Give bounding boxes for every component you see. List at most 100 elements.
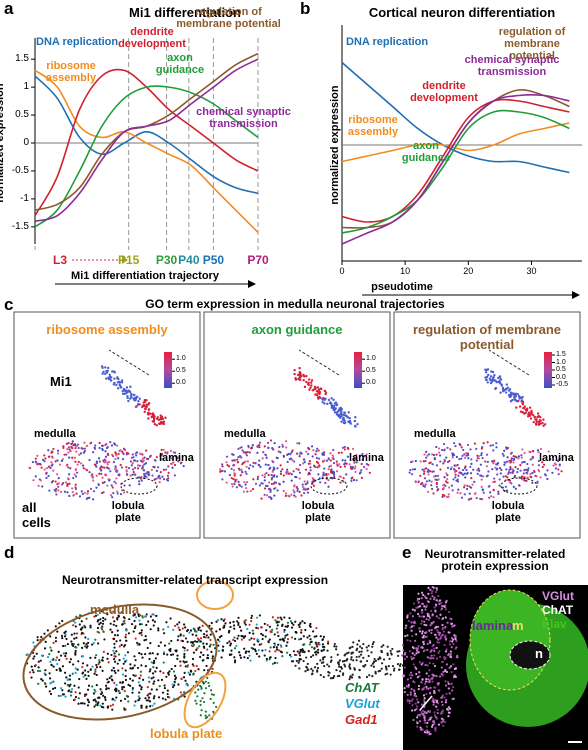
cell-dot (452, 663, 455, 666)
cell-dot (162, 478, 166, 481)
cell-dot (282, 474, 285, 477)
cell-dot (458, 457, 461, 461)
cell-dot (113, 660, 117, 663)
cell-dot (481, 456, 484, 460)
cell-dot (62, 445, 65, 448)
cell-dot (410, 629, 413, 632)
cell-dot (248, 623, 251, 626)
cell-dot (217, 649, 221, 653)
cell-dot (339, 475, 342, 478)
cell-dot (465, 451, 468, 455)
cell-dot (317, 457, 321, 460)
cell-dot (265, 494, 269, 497)
cell-dot (285, 644, 288, 647)
cell-dot (55, 656, 59, 659)
cell-dot (82, 467, 85, 470)
cell-dot (430, 631, 433, 634)
cell-dot (280, 618, 283, 621)
cell-dot (176, 639, 179, 642)
cell-dot (173, 674, 176, 677)
cell-dot (411, 698, 414, 701)
cell-dot (98, 623, 101, 626)
cell-dot (506, 456, 509, 459)
cell-dot (321, 645, 325, 648)
cell-dot (59, 490, 63, 494)
arrow (419, 695, 433, 711)
cell-dot (85, 646, 88, 649)
cell-dot (233, 661, 237, 664)
cell-dot (429, 597, 432, 600)
cell-dot (371, 675, 374, 678)
cell-dot (434, 716, 438, 719)
cell-dot (162, 628, 165, 631)
cell-dot (515, 406, 518, 409)
cell-dot (355, 453, 358, 457)
cell-dot (389, 652, 393, 655)
cell-dot (101, 476, 104, 479)
series-label: ribosome assembly (347, 114, 399, 138)
cell-dot (417, 684, 421, 688)
cell-dot (183, 623, 186, 626)
cell-dot (528, 406, 532, 409)
cell-dot (315, 390, 319, 393)
cell-dot (446, 708, 450, 711)
cell-dot (122, 452, 125, 456)
cell-dot (284, 440, 288, 443)
cell-dot (336, 674, 340, 678)
tissue (469, 589, 551, 691)
cell-dot (163, 644, 167, 647)
cell-dot (432, 657, 435, 660)
cell-dot (427, 490, 430, 493)
cell-dot (186, 664, 189, 667)
cell-dot (420, 602, 424, 605)
cell-dot (258, 441, 262, 444)
cell-dot (332, 448, 335, 452)
cell-dot (63, 635, 67, 638)
cell-dot (134, 637, 137, 640)
cell-dot (210, 693, 214, 696)
cell-dot (268, 467, 271, 471)
cell-dot (83, 447, 86, 450)
cell-dot (71, 487, 74, 490)
cell-dot (81, 626, 84, 629)
cell-dot (435, 599, 438, 602)
cell-dot (421, 632, 424, 635)
cell-dot (518, 405, 522, 408)
cell-dot (502, 388, 506, 392)
cell-dot (266, 441, 270, 444)
cell-dot (101, 659, 104, 662)
cell-dot (177, 635, 180, 638)
cell-dot (492, 480, 495, 484)
cell-dot (124, 669, 127, 672)
cell-dot (499, 378, 503, 381)
cell-dot (119, 639, 122, 642)
cell-dot (269, 488, 272, 492)
cell-dot (510, 459, 513, 462)
cell-dot (209, 697, 212, 701)
cell-dot (146, 646, 149, 650)
cell-dot (445, 670, 449, 674)
cell-dot (267, 446, 270, 449)
cell-dot (57, 477, 60, 480)
cell-dot (276, 467, 279, 470)
cell-dot (426, 612, 429, 615)
x-tick-label: 20 (463, 266, 474, 276)
cell-dot (424, 721, 427, 724)
cell-dot (313, 666, 317, 669)
cell-dot (37, 660, 40, 663)
cell-dot (293, 460, 296, 463)
cell-dot (438, 641, 441, 644)
cell-dot (479, 463, 482, 466)
region-label: all cells (22, 500, 51, 530)
cell-dot (478, 469, 481, 472)
cell-dot (150, 688, 153, 691)
cell-dot (207, 681, 210, 685)
cell-dot (303, 621, 306, 625)
cell-dot (342, 417, 345, 421)
cell-dot (432, 586, 435, 589)
cell-dot (485, 475, 489, 478)
cell-dot (116, 377, 119, 380)
cell-dot (116, 618, 119, 621)
cell-dot (256, 627, 260, 630)
cell-dot (486, 460, 489, 463)
